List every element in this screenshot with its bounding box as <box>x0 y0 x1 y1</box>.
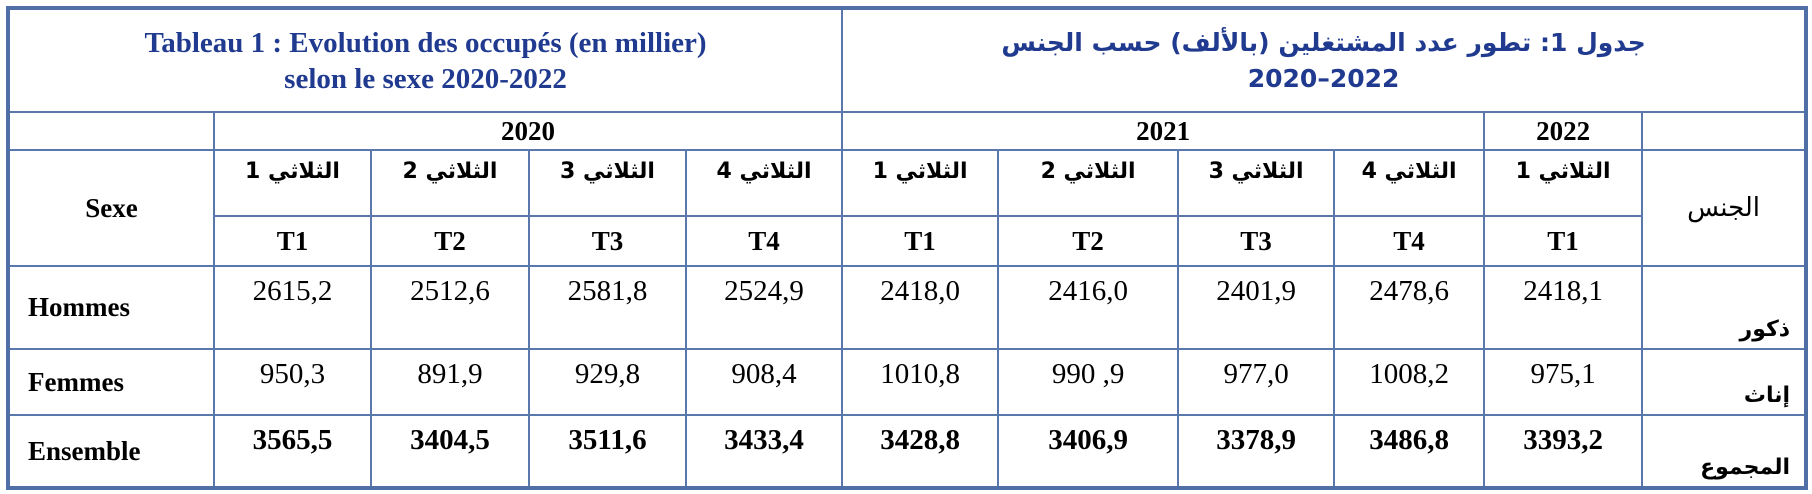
empty-cell <box>1641 111 1808 151</box>
value-cell: 2478,6 <box>1333 265 1486 350</box>
title-line: 2022–2020 <box>1247 63 1400 93</box>
value-cell: 2581,8 <box>528 265 687 350</box>
title-line: جدول 1: تطور عدد المشتغلين (بالألف) حسب … <box>1001 27 1646 57</box>
row-label-ar: ذكور <box>1641 265 1808 350</box>
table-row: Sexe الثلاثي 1 الثلاثي 2 الثلاثي 3 الثلاثي 4… <box>7 149 1808 267</box>
quarter-code: T3 <box>528 215 687 267</box>
row-label: Hommes <box>7 265 215 350</box>
row-label-ar: المجموع <box>1641 414 1808 489</box>
quarter-code: T3 <box>1177 215 1336 267</box>
quarter-ar: الثلاثي 1 <box>841 149 1000 217</box>
quarter-ar: الثلاثي 4 <box>684 149 844 217</box>
table: Tableau 1 : Evolution des occupés (en mi… <box>6 6 1809 490</box>
value-cell: 3486,8 <box>1333 414 1486 489</box>
value-cell: 2615,2 <box>213 265 372 350</box>
year-header: 2020 <box>212 111 844 151</box>
value-cell: 3406,9 <box>997 414 1180 489</box>
value-cell: 3511,6 <box>528 414 687 489</box>
title-ar: جدول 1: تطور عدد المشتغلين (بالألف) حسب … <box>841 7 1808 113</box>
table-row: Femmes 950,3 891,9 929,8 908,4 1010,8 990 ,9 97… <box>7 348 1808 416</box>
table-body: Tableau 1 : Evolution des occupés (en mi… <box>6 7 1808 489</box>
value-cell: 2418,1 <box>1483 265 1644 350</box>
quarter-code: T1 <box>841 215 1000 267</box>
row-label: Ensemble <box>7 414 215 489</box>
value-cell: 3393,2 <box>1483 414 1644 489</box>
year-header: 2021 <box>841 111 1486 151</box>
table-row: 2020 2021 2022 <box>7 111 1808 151</box>
value-cell: 3404,5 <box>370 414 530 489</box>
value-cell: 2512,6 <box>370 265 530 350</box>
quarter-ar: الثلاثي 1 <box>213 149 372 217</box>
value-cell: 977,0 <box>1177 348 1336 416</box>
quarter-ar: الثلاثي 4 <box>1333 149 1486 217</box>
value-cell: 3565,5 <box>213 414 372 489</box>
year-header: 2022 <box>1483 111 1644 151</box>
value-cell: 908,4 <box>684 348 844 416</box>
value-cell: 1008,2 <box>1333 348 1486 416</box>
empty-cell <box>7 111 215 151</box>
quarter-ar: الثلاثي 1 <box>1483 149 1644 217</box>
quarter-code: T1 <box>1483 215 1644 267</box>
title-fr: Tableau 1 : Evolution des occupés (en mi… <box>6 7 844 113</box>
value-cell: 990 ,9 <box>997 348 1180 416</box>
value-cell: 2401,9 <box>1177 265 1336 350</box>
sex-header: Sexe <box>7 149 215 267</box>
quarter-ar: الثلاثي 2 <box>370 149 530 217</box>
value-cell: 2416,0 <box>997 265 1180 350</box>
table-row: Tableau 1 : Evolution des occupés (en mi… <box>6 7 1808 113</box>
value-cell: 3378,9 <box>1177 414 1336 489</box>
row-label: Femmes <box>7 348 215 416</box>
quarter-ar: الثلاثي 3 <box>528 149 687 217</box>
row-label-ar: إناث <box>1641 348 1808 416</box>
quarter-ar: الثلاثي 3 <box>1177 149 1336 217</box>
quarter-code: T2 <box>370 215 530 267</box>
value-cell: 950,3 <box>213 348 372 416</box>
quarter-code: T1 <box>213 215 372 267</box>
value-cell: 3433,4 <box>684 414 844 489</box>
table-row: T1 T2 T3 T4 T1 T2 T3 T4 T1 <box>8 215 1806 267</box>
quarter-code: T2 <box>997 215 1180 267</box>
table-row: Ensemble 3565,5 3404,5 3511,6 3433,4 3428,8 34… <box>7 414 1808 489</box>
value-cell: 1010,8 <box>841 348 1000 416</box>
value-cell: 2524,9 <box>684 265 844 350</box>
quarter-code: T4 <box>1333 215 1486 267</box>
value-cell: 3428,8 <box>841 414 1000 489</box>
table-row: Hommes 2615,2 2512,6 2581,8 2524,9 2418,0 2416… <box>7 265 1808 350</box>
sex-header-ar: الجنس <box>1641 149 1808 267</box>
quarter-ar: الثلاثي 2 <box>997 149 1180 217</box>
value-cell: 929,8 <box>528 348 687 416</box>
value-cell: 2418,0 <box>841 265 1000 350</box>
value-cell: 891,9 <box>370 348 530 416</box>
quarter-code: T4 <box>684 215 844 267</box>
title-line: Tableau 1 : Evolution des occupés (en mi… <box>144 26 707 59</box>
value-cell: 975,1 <box>1483 348 1644 416</box>
title-line: selon le sexe 2020-2022 <box>284 62 567 95</box>
